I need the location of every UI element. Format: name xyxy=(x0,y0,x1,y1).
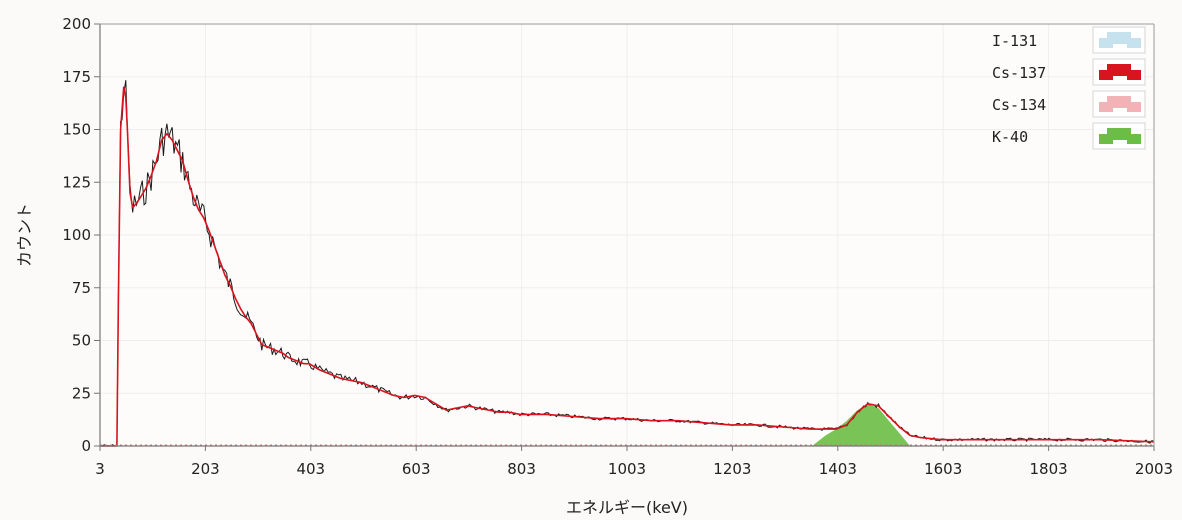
y-axis-title: カウント xyxy=(15,203,34,267)
legend-label-k-40: K-40 xyxy=(992,128,1028,146)
y-tick-label: 25 xyxy=(72,384,91,402)
x-tick-label: 3 xyxy=(95,460,105,478)
y-tick-label: 50 xyxy=(72,332,91,350)
peak-fills xyxy=(812,403,910,446)
series-cs-137-line xyxy=(100,86,1155,447)
legend-swatch-i-131 xyxy=(1092,26,1146,54)
y-tick-label: 0 xyxy=(81,437,91,455)
legend-label-cs-137: Cs-137 xyxy=(992,64,1046,82)
legend-label-cs-134: Cs-134 xyxy=(992,96,1046,114)
x-tick-label: 2003 xyxy=(1135,460,1173,478)
legend-swatch-k-40 xyxy=(1092,122,1146,150)
series-lines xyxy=(100,80,1155,447)
x-axis-title: エネルギー(keV) xyxy=(566,498,688,517)
legend-swatch-cs-137 xyxy=(1092,58,1146,86)
legend: I-131 Cs-137 Cs-134 K-40 xyxy=(992,26,1146,150)
y-tick-label: 150 xyxy=(62,121,91,139)
x-tick-label: 1003 xyxy=(608,460,646,478)
legend-label-i-131: I-131 xyxy=(992,32,1037,50)
x-tick-label: 1403 xyxy=(819,460,857,478)
legend-swatch-cs-134 xyxy=(1092,90,1146,118)
x-tick-label: 603 xyxy=(402,460,431,478)
y-tick-label: 100 xyxy=(62,226,91,244)
x-tick-label: 803 xyxy=(507,460,536,478)
x-tick-label: 1203 xyxy=(713,460,751,478)
x-tick-label: 1803 xyxy=(1030,460,1068,478)
y-tick-label: 75 xyxy=(72,279,91,297)
y-tick-label: 175 xyxy=(62,68,91,86)
y-axis-ticks: 0 25 50 75 100 125 150 175 200 xyxy=(62,15,100,455)
x-axis-ticks: 3 203 403 603 803 1003 1203 1403 1603 1803 2003 xyxy=(95,446,1173,478)
y-tick-label: 200 xyxy=(62,15,91,33)
series-k-40-area xyxy=(812,403,910,446)
y-tick-label: 125 xyxy=(62,173,91,191)
x-tick-label: 203 xyxy=(191,460,220,478)
x-tick-label: 1603 xyxy=(924,460,962,478)
x-tick-label: 403 xyxy=(296,460,325,478)
